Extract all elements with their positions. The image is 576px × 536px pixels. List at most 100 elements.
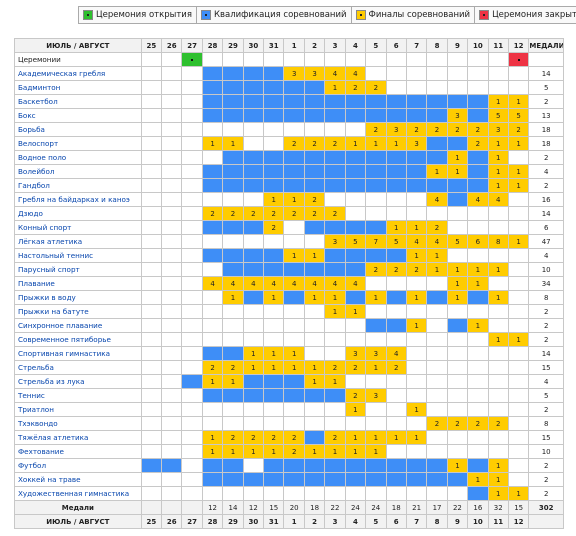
empty-cell bbox=[405, 66, 428, 81]
empty-cell bbox=[507, 262, 530, 277]
sport-link[interactable]: Баскетбол bbox=[14, 94, 142, 109]
empty-cell bbox=[140, 108, 163, 123]
header-date: 27 bbox=[181, 38, 203, 53]
qualification-cell bbox=[303, 164, 326, 179]
final-cell: 2 bbox=[467, 122, 489, 137]
empty-cell bbox=[161, 290, 183, 305]
qualification-cell bbox=[426, 178, 448, 193]
sport-link[interactable]: Лёгкая атлетика bbox=[14, 234, 142, 249]
medal-total: 13 bbox=[528, 108, 564, 123]
final-cell: 4 bbox=[303, 276, 326, 291]
medal-total: 2 bbox=[528, 150, 564, 165]
sport-row: Бадминтон 1 2 2 5 bbox=[14, 80, 564, 95]
sport-link[interactable]: Гандбол bbox=[14, 178, 142, 193]
sport-link[interactable]: Плавание bbox=[14, 276, 142, 291]
empty-cell bbox=[467, 248, 489, 263]
sport-link[interactable]: Гребля на байдарках и каноэ bbox=[14, 192, 142, 207]
sport-link[interactable]: Прыжки на батуте bbox=[14, 304, 142, 319]
final-cell: 4 bbox=[263, 276, 285, 291]
empty-cell bbox=[201, 192, 224, 207]
final-cell: 4 bbox=[487, 192, 509, 207]
sport-link[interactable]: Бадминтон bbox=[14, 80, 142, 95]
footer-medal-count: 18 bbox=[303, 500, 326, 515]
empty-cell bbox=[467, 52, 489, 67]
final-cell: 1 bbox=[507, 486, 530, 501]
header-row: ИЮЛЬ / АВГУСТ 25 26 27 28 29 30 31 1 2 3 4 5 6 7 8 9 10 1… bbox=[14, 38, 564, 53]
qualification-cell bbox=[303, 94, 326, 109]
empty-cell bbox=[140, 374, 163, 389]
empty-cell bbox=[161, 192, 183, 207]
sport-link[interactable]: Конный спорт bbox=[14, 220, 142, 235]
qualification-cell bbox=[303, 262, 326, 277]
sport-link[interactable]: Бокс bbox=[14, 108, 142, 123]
sport-link[interactable]: Синхронное плавание bbox=[14, 318, 142, 333]
header-date: 31 bbox=[263, 38, 285, 53]
final-cell: 2 bbox=[303, 136, 326, 151]
final-cell: 1 bbox=[201, 136, 224, 151]
qualification-cell bbox=[201, 346, 224, 361]
empty-cell bbox=[222, 402, 244, 417]
sport-link[interactable]: Фехтование bbox=[14, 444, 142, 459]
final-cell: 2 bbox=[324, 206, 346, 221]
final-cell: 2 bbox=[426, 416, 448, 431]
empty-cell bbox=[487, 52, 509, 67]
final-cell: 2 bbox=[467, 416, 489, 431]
empty-cell bbox=[365, 206, 387, 221]
qualification-cell bbox=[324, 458, 346, 473]
final-cell: 3 bbox=[344, 346, 367, 361]
qualification-cell bbox=[303, 80, 326, 95]
final-cell: 4 bbox=[385, 346, 407, 361]
empty-cell bbox=[365, 52, 387, 67]
sport-link[interactable]: Тяжёлая атлетика bbox=[14, 430, 142, 445]
final-cell: 4 bbox=[426, 234, 448, 249]
empty-cell bbox=[467, 304, 489, 319]
empty-cell bbox=[487, 206, 509, 221]
sport-link[interactable]: Настольный теннис bbox=[14, 248, 142, 263]
sport-link[interactable]: Современное пятиборье bbox=[14, 332, 142, 347]
sport-link[interactable]: Тхэквондо bbox=[14, 416, 142, 431]
final-cell: 3 bbox=[283, 66, 305, 81]
final-cell: 2 bbox=[242, 430, 265, 445]
empty-cell bbox=[140, 276, 163, 291]
qualification-cell bbox=[365, 94, 387, 109]
final-cell: 1 bbox=[201, 430, 224, 445]
empty-cell bbox=[140, 416, 163, 431]
empty-cell bbox=[181, 290, 203, 305]
sport-link[interactable]: Спортивная гимнастика bbox=[14, 346, 142, 361]
sport-link[interactable]: Хоккей на траве bbox=[14, 472, 142, 487]
empty-cell bbox=[446, 430, 469, 445]
sport-link[interactable]: Стрельба из лука bbox=[14, 374, 142, 389]
sport-link[interactable]: Водное поло bbox=[14, 150, 142, 165]
empty-cell bbox=[140, 472, 163, 487]
final-cell: 1 bbox=[365, 444, 387, 459]
sport-link[interactable]: Академическая гребля bbox=[14, 66, 142, 81]
sport-link[interactable]: Триатлон bbox=[14, 402, 142, 417]
final-cell: 1 bbox=[222, 136, 244, 151]
sport-link[interactable]: Волейбол bbox=[14, 164, 142, 179]
sport-link[interactable]: Велоспорт bbox=[14, 136, 142, 151]
sport-link[interactable]: Парусный спорт bbox=[14, 262, 142, 277]
final-cell: 2 bbox=[365, 122, 387, 137]
sport-link[interactable]: Футбол bbox=[14, 458, 142, 473]
sport-link[interactable]: Теннис bbox=[14, 388, 142, 403]
qualification-cell bbox=[242, 374, 265, 389]
empty-cell bbox=[283, 52, 305, 67]
sport-row: Велоспорт 1 1 2 2 2 1 1 1 3 2 1 1 18 bbox=[14, 136, 564, 151]
empty-cell bbox=[385, 416, 407, 431]
empty-cell bbox=[507, 360, 530, 375]
sport-link[interactable]: Прыжки в воду bbox=[14, 290, 142, 305]
sport-link[interactable]: Художественная гимнастика bbox=[14, 486, 142, 501]
empty-cell bbox=[161, 122, 183, 137]
empty-cell bbox=[467, 346, 489, 361]
empty-cell bbox=[140, 318, 163, 333]
qualification-cell bbox=[263, 80, 285, 95]
empty-cell bbox=[283, 332, 305, 347]
legend-swatch bbox=[355, 10, 366, 20]
sport-link[interactable]: Дзюдо bbox=[14, 206, 142, 221]
empty-cell bbox=[385, 80, 407, 95]
empty-cell bbox=[467, 206, 489, 221]
sport-link[interactable]: Стрельба bbox=[14, 360, 142, 375]
empty-cell bbox=[385, 206, 407, 221]
footer-medal-count: 24 bbox=[344, 500, 367, 515]
sport-link[interactable]: Борьба bbox=[14, 122, 142, 137]
